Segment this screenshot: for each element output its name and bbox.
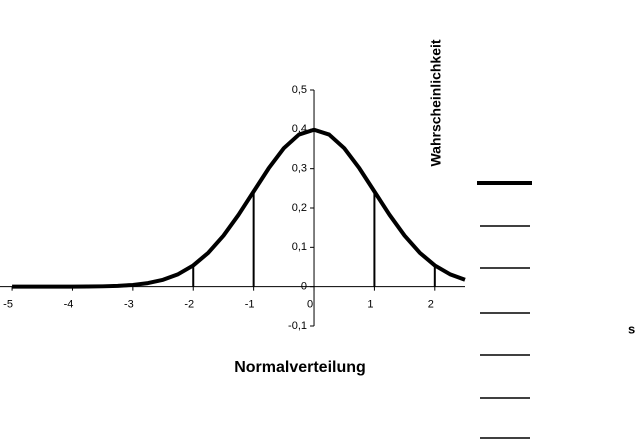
chart-title: Normalverteilung (234, 359, 366, 376)
x-tick-label: 0 (307, 299, 313, 311)
curve (12, 127, 466, 289)
y-axis-title: Wahrscheinlichkeit (428, 39, 444, 166)
y-tick-label: 0 (301, 281, 307, 293)
x-tick-label: -2 (184, 299, 194, 311)
y-tick-label: 0,2 (292, 202, 307, 214)
x-tick-label: 2 (428, 299, 434, 311)
x-tick-label: -4 (64, 299, 74, 311)
legend-lines (477, 181, 532, 439)
x-tick-label: -5 (3, 299, 13, 311)
y-tick-label: 0,5 (292, 84, 307, 96)
x-tick-label: -1 (245, 299, 255, 311)
x-tick-label: 1 (367, 299, 373, 311)
annotation: s (628, 321, 635, 336)
y-tick-label: 0,1 (292, 241, 307, 253)
x-tick-label: -3 (124, 299, 134, 311)
y-tick-label: -0,1 (288, 320, 307, 332)
y-tick-label: 0,3 (292, 163, 307, 175)
